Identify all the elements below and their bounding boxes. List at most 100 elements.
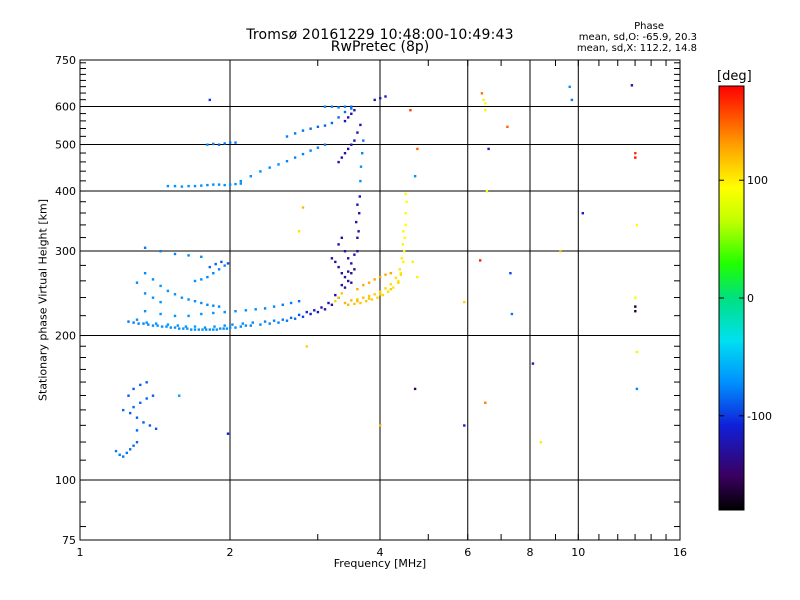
- data-point: [341, 292, 343, 294]
- data-point: [269, 166, 271, 168]
- data-point: [142, 322, 144, 324]
- data-point: [582, 212, 584, 214]
- data-point: [129, 448, 131, 450]
- y-tick-labels: 75100200300400500600750: [55, 54, 76, 547]
- data-point: [200, 278, 202, 280]
- data-point: [482, 99, 484, 101]
- data-point: [240, 180, 242, 182]
- data-point: [390, 272, 392, 274]
- data-point: [234, 183, 236, 185]
- data-point: [209, 99, 211, 101]
- data-point: [194, 300, 196, 302]
- data-point: [136, 319, 138, 321]
- data-point: [320, 306, 322, 308]
- data-point: [412, 261, 414, 263]
- data-point: [155, 322, 157, 324]
- data-point: [395, 277, 397, 279]
- data-point: [634, 297, 636, 299]
- data-point: [146, 381, 148, 383]
- data-point: [368, 282, 370, 284]
- data-point: [344, 111, 346, 113]
- data-point: [479, 259, 481, 261]
- grid-lines: [80, 60, 680, 540]
- data-point: [397, 282, 399, 284]
- data-point: [167, 323, 169, 325]
- data-point: [177, 324, 179, 326]
- data-point: [219, 327, 221, 329]
- data-point: [222, 327, 224, 329]
- data-point: [259, 323, 261, 325]
- data-point: [404, 237, 406, 239]
- data-point: [302, 153, 304, 155]
- data-point: [282, 319, 284, 321]
- data-point: [234, 326, 236, 328]
- data-point: [136, 282, 138, 284]
- data-point: [277, 321, 279, 323]
- data-point: [486, 190, 488, 192]
- data-point: [286, 135, 288, 137]
- data-point: [359, 180, 361, 182]
- data-point: [218, 144, 220, 146]
- data-point: [356, 250, 358, 252]
- data-point: [331, 304, 333, 306]
- data-point: [227, 262, 229, 264]
- data-point: [631, 84, 633, 86]
- data-point: [127, 320, 129, 322]
- data-point: [353, 268, 355, 270]
- data-point: [511, 313, 513, 315]
- data-point: [334, 261, 336, 263]
- data-point: [144, 292, 146, 294]
- data-point: [159, 301, 161, 303]
- data-point: [132, 406, 134, 408]
- data-point: [282, 304, 284, 306]
- data-point: [317, 147, 319, 149]
- data-point: [255, 308, 257, 310]
- data-point: [194, 280, 196, 282]
- data-point: [159, 313, 161, 315]
- data-point: [365, 300, 367, 302]
- data-point: [359, 124, 361, 126]
- data-point: [286, 160, 288, 162]
- data-point: [226, 327, 228, 329]
- data-point: [144, 310, 146, 312]
- data-point: [136, 429, 138, 431]
- data-point: [634, 310, 636, 312]
- data-points: [115, 84, 638, 458]
- data-point: [229, 183, 231, 185]
- data-point: [126, 452, 128, 454]
- data-point: [115, 450, 117, 452]
- data-point: [414, 175, 416, 177]
- data-point: [390, 283, 392, 285]
- data-point: [212, 312, 214, 314]
- data-point: [218, 183, 220, 185]
- data-point: [273, 305, 275, 307]
- data-point: [122, 455, 124, 457]
- data-point: [309, 313, 311, 315]
- x-tick-label: 2: [227, 546, 234, 559]
- data-point: [353, 139, 355, 141]
- colorbar-tick-label: -100: [747, 410, 772, 423]
- data-point: [302, 316, 304, 318]
- data-point: [355, 221, 357, 223]
- data-point: [341, 237, 343, 239]
- data-point: [181, 185, 183, 187]
- data-point: [379, 291, 381, 293]
- data-point: [212, 143, 214, 145]
- data-point: [250, 324, 252, 326]
- data-point: [337, 297, 339, 299]
- data-point: [347, 148, 349, 150]
- stats-header: Phase: [634, 21, 664, 32]
- data-point: [209, 328, 211, 330]
- data-point: [194, 185, 196, 187]
- colorbar-tick-label: 0: [747, 292, 754, 305]
- colorbar-label: [deg]: [717, 69, 752, 84]
- data-point: [400, 274, 402, 276]
- data-point: [132, 321, 134, 323]
- data-point: [264, 320, 266, 322]
- data-point: [167, 185, 169, 187]
- data-point: [152, 324, 154, 326]
- data-point: [174, 185, 176, 187]
- data-point: [245, 309, 247, 311]
- data-point: [306, 345, 308, 347]
- data-point: [559, 250, 561, 252]
